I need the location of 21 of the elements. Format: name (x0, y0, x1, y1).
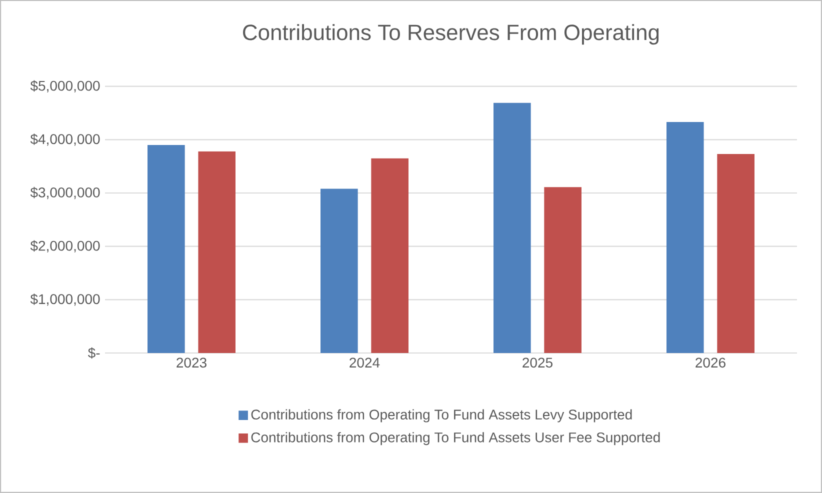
x-tick-label: 2025 (522, 358, 552, 368)
y-tick-label: $5,000,000 (30, 80, 100, 92)
bar (666, 122, 704, 353)
x-tick-label: 2024 (350, 358, 380, 368)
legend-label: Contributions from Operating To Fund Assets Levy Supported (251, 409, 632, 422)
x-tick-label: 2023 (176, 358, 206, 368)
bar (717, 154, 754, 353)
y-tick-label: $4,000,000 (30, 134, 100, 146)
y-tick-label: $2,000,000 (30, 240, 100, 252)
legend-label: Contributions from Operating To Fund Assets User Fee Supported (251, 432, 660, 446)
y-tick-label: $3,000,000 (30, 186, 100, 200)
y-tick-label: $- (88, 347, 100, 359)
bar (148, 144, 185, 353)
bar (198, 151, 236, 353)
bar (371, 158, 408, 353)
bar (320, 188, 358, 353)
y-tick-label: $1,000,000 (30, 294, 100, 306)
chart-title: Contributions To Reserves From Operating (243, 24, 659, 45)
bar (493, 102, 531, 353)
bar (544, 187, 582, 353)
x-tick-label: 2026 (696, 358, 726, 368)
